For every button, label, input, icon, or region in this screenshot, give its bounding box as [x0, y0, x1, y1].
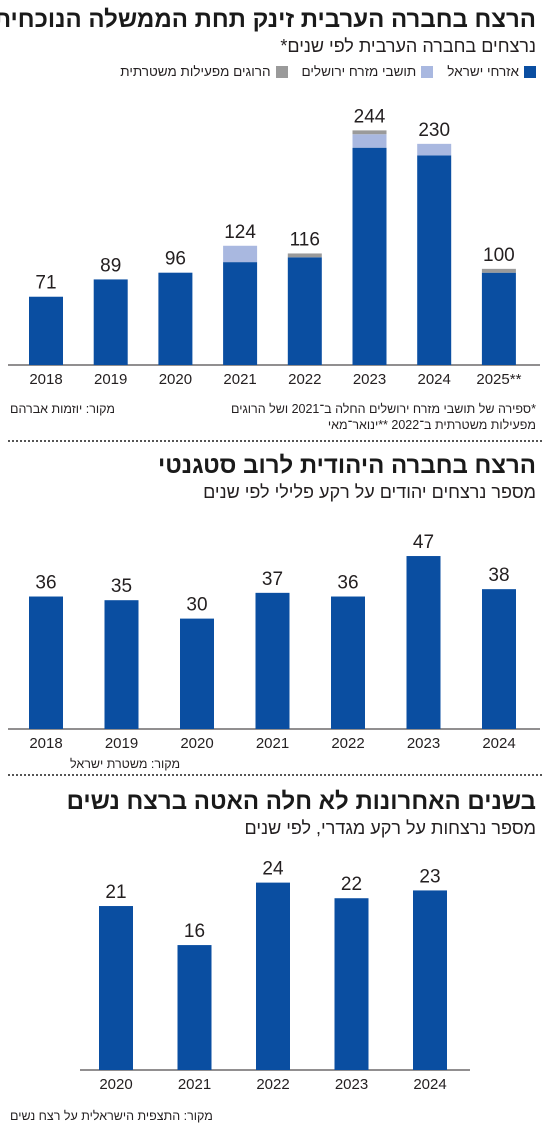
x-tick-2023: 2023 [353, 371, 386, 388]
bar-2022-series-2 [287, 253, 322, 258]
x-tick-2021: 2021 [178, 1076, 211, 1093]
x-tick-2025: 2025** [476, 371, 521, 388]
value-label-2022: 36 [337, 573, 358, 594]
legend-label-east-jerusalem: תושבי מזרח ירושלים [301, 64, 417, 79]
section-divider-1 [8, 440, 542, 442]
bar-2023 [334, 898, 369, 1070]
x-tick-2024: 2024 [413, 1076, 446, 1093]
chart1-plot: 71 2018 89 2019 96 2020 124 2021 116 2022 244 2023 2… [8, 106, 540, 388]
value-label-2022: 24 [262, 859, 284, 880]
value-label-2019: 35 [111, 576, 132, 597]
chart1-footnote-line1: *ספירה של תושבי מזרח ירושלים החלה ב־2021… [231, 402, 536, 416]
chart3-plot: 21 2020 16 2021 24 2022 22 2023 23 2024 [80, 859, 470, 1093]
value-label-2024: 230 [418, 120, 450, 141]
bar-2021-series-1 [223, 245, 258, 263]
bar-2024-series-0 [417, 155, 452, 365]
bar-2025-series-2 [481, 268, 516, 273]
value-label-2018: 36 [35, 573, 56, 594]
bar-2020-series-0 [158, 272, 193, 365]
value-label-2025: 100 [483, 245, 515, 266]
chart1-subtitle: נרצחים בחברה הערבית לפי שנים* [280, 36, 536, 56]
value-label-2020: 30 [186, 595, 207, 616]
legend-item-police-killed: הרוגים מפעילות משטרתית [120, 64, 288, 80]
legend-swatch-israel-citizens [524, 66, 536, 78]
bar-2024 [482, 589, 516, 729]
value-label-2018: 71 [35, 273, 56, 294]
value-label-2024: 38 [488, 565, 509, 586]
bar-2018 [29, 596, 63, 729]
legend-label-police-killed: הרוגים מפעילות משטרתית [120, 64, 271, 79]
legend-swatch-police-killed [275, 66, 288, 78]
x-tick-2021: 2021 [256, 735, 289, 752]
chart3-source: מקור: התצפית הישראלית על רצח נשים [10, 1109, 213, 1123]
bar-2023-series-1 [352, 134, 387, 148]
chart1-footnote-line2: מפעילות משטרתית ב־2022 **ינואר־מאי [327, 418, 536, 432]
x-tick-2020: 2020 [159, 371, 192, 388]
bar-2021 [177, 945, 212, 1070]
chart3-title: בשנים האחרונות לא חלה האטה ברצח נשים [66, 788, 536, 815]
value-label-2021: 37 [262, 569, 283, 590]
chart2-title: הרצח בחברה היהודית לרוב סטגנטי [158, 452, 536, 479]
x-tick-2022: 2022 [256, 1076, 289, 1093]
chart2-plot: 36 2018 35 2019 30 2020 37 2021 36 2022 47 2023 38 20… [8, 532, 540, 752]
bar-2021 [255, 592, 290, 729]
chart3-subtitle: מספר נרצחות על רקע מגדרי, לפי שנים [244, 818, 536, 838]
value-label-2021: 16 [184, 921, 205, 942]
chart2-subtitle: מספר נרצחים יהודים על רקע פלילי לפי שנים [203, 482, 536, 502]
x-tick-2023: 2023 [407, 735, 440, 752]
section-divider-2 [8, 774, 542, 776]
x-tick-2024: 2024 [482, 735, 515, 752]
value-label-2020: 21 [105, 882, 126, 903]
legend-item-east-jerusalem: תושבי מזרח ירושלים [302, 64, 434, 80]
x-tick-2024: 2024 [418, 371, 451, 388]
x-tick-2019: 2019 [94, 371, 127, 388]
value-label-2024: 23 [419, 866, 440, 887]
chart1-title: הרצח בחברה הערבית זינק תחת הממשלה הנוכחי… [0, 6, 536, 33]
legend-label-israel-citizens: אזרחי ישראל [447, 64, 519, 79]
bar-2022 [256, 882, 290, 1070]
bar-2018-series-0 [29, 296, 63, 365]
value-label-2023: 244 [354, 106, 386, 127]
bar-2019-series-0 [93, 279, 128, 365]
x-tick-2020: 2020 [99, 1076, 132, 1093]
x-tick-2022: 2022 [331, 735, 364, 752]
legend-swatch-east-jerusalem [421, 66, 434, 78]
value-label-2023: 47 [413, 532, 434, 553]
x-tick-2018: 2018 [29, 735, 62, 752]
x-tick-2018: 2018 [29, 371, 62, 388]
bar-2020 [99, 906, 133, 1070]
bar-2024 [413, 890, 447, 1070]
x-tick-2023: 2023 [335, 1076, 368, 1093]
bar-2023-series-0 [352, 147, 387, 365]
value-label-2023: 22 [341, 874, 362, 895]
bar-2020 [180, 618, 214, 729]
value-label-2021: 124 [224, 222, 256, 243]
bar-2025-series-0 [481, 272, 516, 365]
bar-2021-series-0 [223, 262, 258, 365]
chart1-source: מקור: יוזמות אברהם [10, 402, 115, 416]
value-label-2020: 96 [165, 249, 186, 270]
bar-2022 [331, 596, 365, 729]
x-tick-2020: 2020 [180, 735, 213, 752]
x-tick-2021: 2021 [223, 371, 256, 388]
bar-2019 [104, 600, 139, 729]
bar-2023 [406, 556, 441, 729]
bar-2022-series-0 [287, 257, 322, 365]
value-label-2022: 116 [290, 229, 320, 250]
x-tick-2022: 2022 [288, 371, 321, 388]
bar-2023-series-2 [352, 130, 387, 135]
bar-2024-series-1 [417, 143, 452, 156]
legend-item-israel-citizens: אזרחי ישראל [447, 64, 536, 80]
chart1-legend: אזרחי ישראל תושבי מזרח ירושלים הרוגים מפ… [120, 64, 536, 80]
value-label-2019: 89 [100, 255, 121, 276]
chart2-source: מקור: משטרת ישראל [70, 757, 181, 771]
x-tick-2019: 2019 [105, 735, 138, 752]
